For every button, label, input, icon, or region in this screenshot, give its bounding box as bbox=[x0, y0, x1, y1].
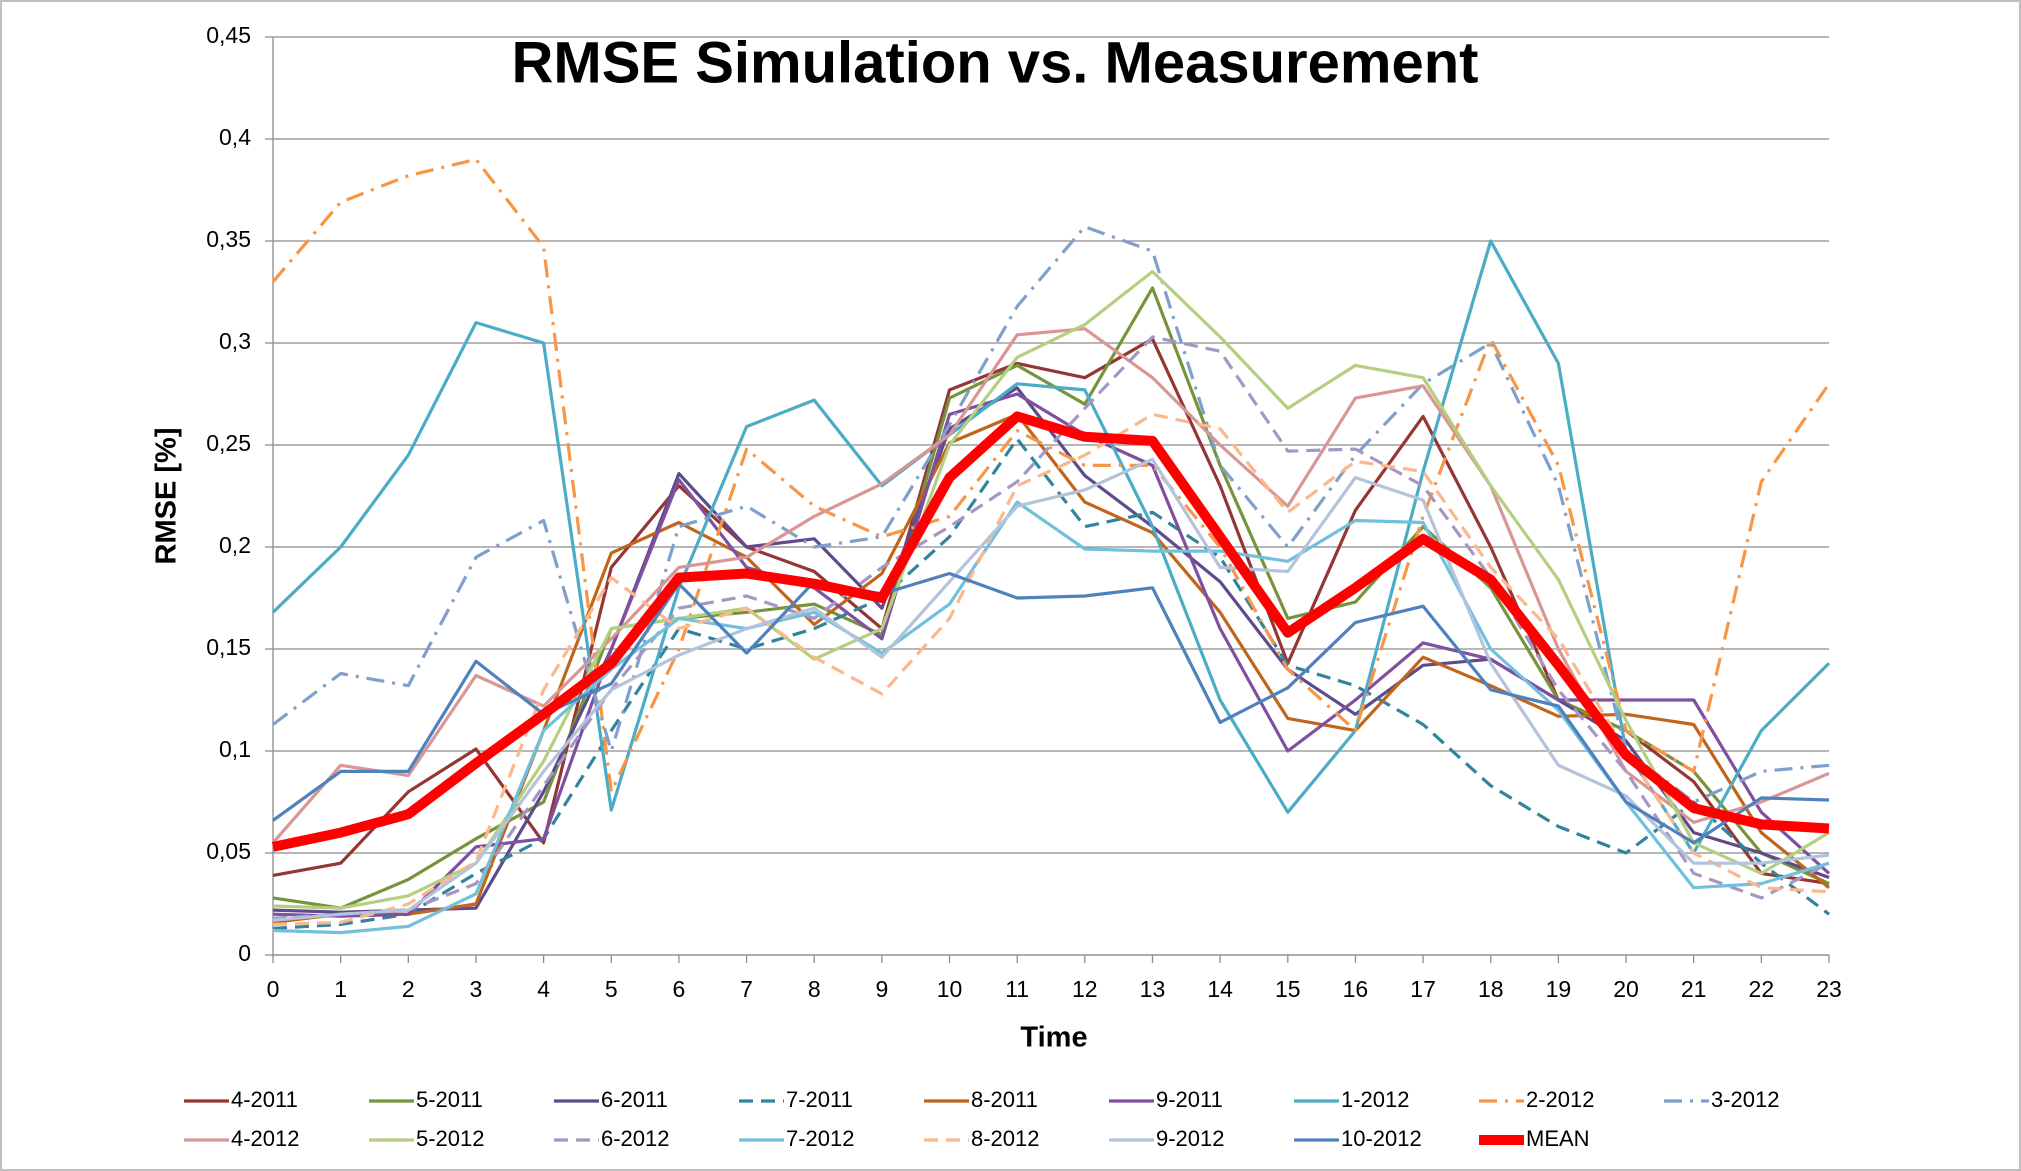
legend-label: 7-2012 bbox=[786, 1126, 855, 1151]
legend-label: 6-2012 bbox=[601, 1126, 670, 1151]
series-line bbox=[272, 500, 1830, 935]
x-tick-label: 10 bbox=[937, 976, 963, 1002]
x-tick-label: 11 bbox=[1005, 976, 1029, 1002]
y-tick-label: 0,05 bbox=[206, 838, 251, 864]
x-tick-label: 3 bbox=[470, 976, 483, 1002]
x-tick-label: 13 bbox=[1140, 976, 1166, 1002]
x-tick-label: 19 bbox=[1546, 976, 1572, 1002]
y-tick-label: 0 bbox=[238, 940, 251, 966]
legend-label: 6-2011 bbox=[601, 1087, 668, 1112]
legend-label: 2-2012 bbox=[1526, 1087, 1595, 1112]
x-tick-label: 0 bbox=[267, 976, 280, 1002]
legend-label: 1-2012 bbox=[1341, 1087, 1410, 1112]
legend-label: 9-2012 bbox=[1156, 1126, 1225, 1151]
legend-label: 4-2011 bbox=[231, 1087, 298, 1112]
series-line bbox=[271, 327, 1830, 844]
series-line bbox=[271, 411, 1830, 852]
legend-label: 8-2012 bbox=[971, 1126, 1040, 1151]
y-tick-label: 0,35 bbox=[206, 226, 251, 252]
y-axis-label: RMSE [%] bbox=[151, 428, 183, 565]
y-tick-label: 0,25 bbox=[206, 430, 251, 456]
x-tick-label: 18 bbox=[1478, 976, 1504, 1002]
y-tick-label: 0,3 bbox=[219, 328, 251, 354]
legend-label: 10-2012 bbox=[1341, 1126, 1422, 1151]
y-tick-label: 0,2 bbox=[219, 532, 251, 558]
legend-label: 8-2011 bbox=[971, 1087, 1038, 1112]
series-line bbox=[271, 239, 1831, 855]
x-tick-label: 17 bbox=[1410, 976, 1436, 1002]
y-tick-label: 0,45 bbox=[206, 22, 251, 48]
series-line bbox=[272, 571, 1830, 845]
x-tick-label: 1 bbox=[334, 976, 347, 1002]
legend-label: 5-2012 bbox=[416, 1126, 485, 1151]
series-line bbox=[272, 457, 1830, 922]
x-tick-label: 7 bbox=[740, 976, 753, 1002]
y-tick-label: 0,4 bbox=[219, 124, 251, 150]
legend-label: MEAN bbox=[1526, 1126, 1590, 1151]
x-tick-label: 20 bbox=[1613, 976, 1639, 1002]
series-line bbox=[272, 270, 1830, 910]
x-tick-label: 23 bbox=[1816, 976, 1842, 1002]
x-tick-label: 14 bbox=[1207, 976, 1233, 1002]
x-tick-label: 12 bbox=[1072, 976, 1098, 1002]
x-tick-label: 15 bbox=[1275, 976, 1301, 1002]
x-tick-label: 5 bbox=[605, 976, 618, 1002]
chart-title: RMSE Simulation vs. Measurement bbox=[512, 30, 1479, 95]
series-line bbox=[272, 437, 1830, 931]
x-tick-label: 6 bbox=[673, 976, 686, 1002]
x-tick-label: 4 bbox=[537, 976, 550, 1002]
y-tick-label: 0,15 bbox=[206, 634, 251, 660]
series-line bbox=[272, 392, 1831, 918]
x-tick-label: 9 bbox=[875, 976, 888, 1002]
x-tick-label: 21 bbox=[1681, 976, 1707, 1002]
series-line bbox=[272, 225, 1830, 804]
x-tick-label: 16 bbox=[1343, 976, 1369, 1002]
x-tick-label: 8 bbox=[808, 976, 821, 1002]
series-line bbox=[271, 157, 1831, 794]
legend-label: 3-2012 bbox=[1711, 1087, 1780, 1112]
x-tick-label: 22 bbox=[1749, 976, 1775, 1002]
x-axis-label: Time bbox=[1020, 1022, 1087, 1054]
legend-label: 7-2011 bbox=[786, 1087, 853, 1112]
legend-label: 4-2012 bbox=[231, 1126, 300, 1151]
legend-label: 5-2011 bbox=[416, 1087, 483, 1112]
x-tick-label: 2 bbox=[402, 976, 415, 1002]
legend-label: 9-2011 bbox=[1156, 1087, 1223, 1112]
y-tick-label: 0,1 bbox=[219, 736, 251, 762]
